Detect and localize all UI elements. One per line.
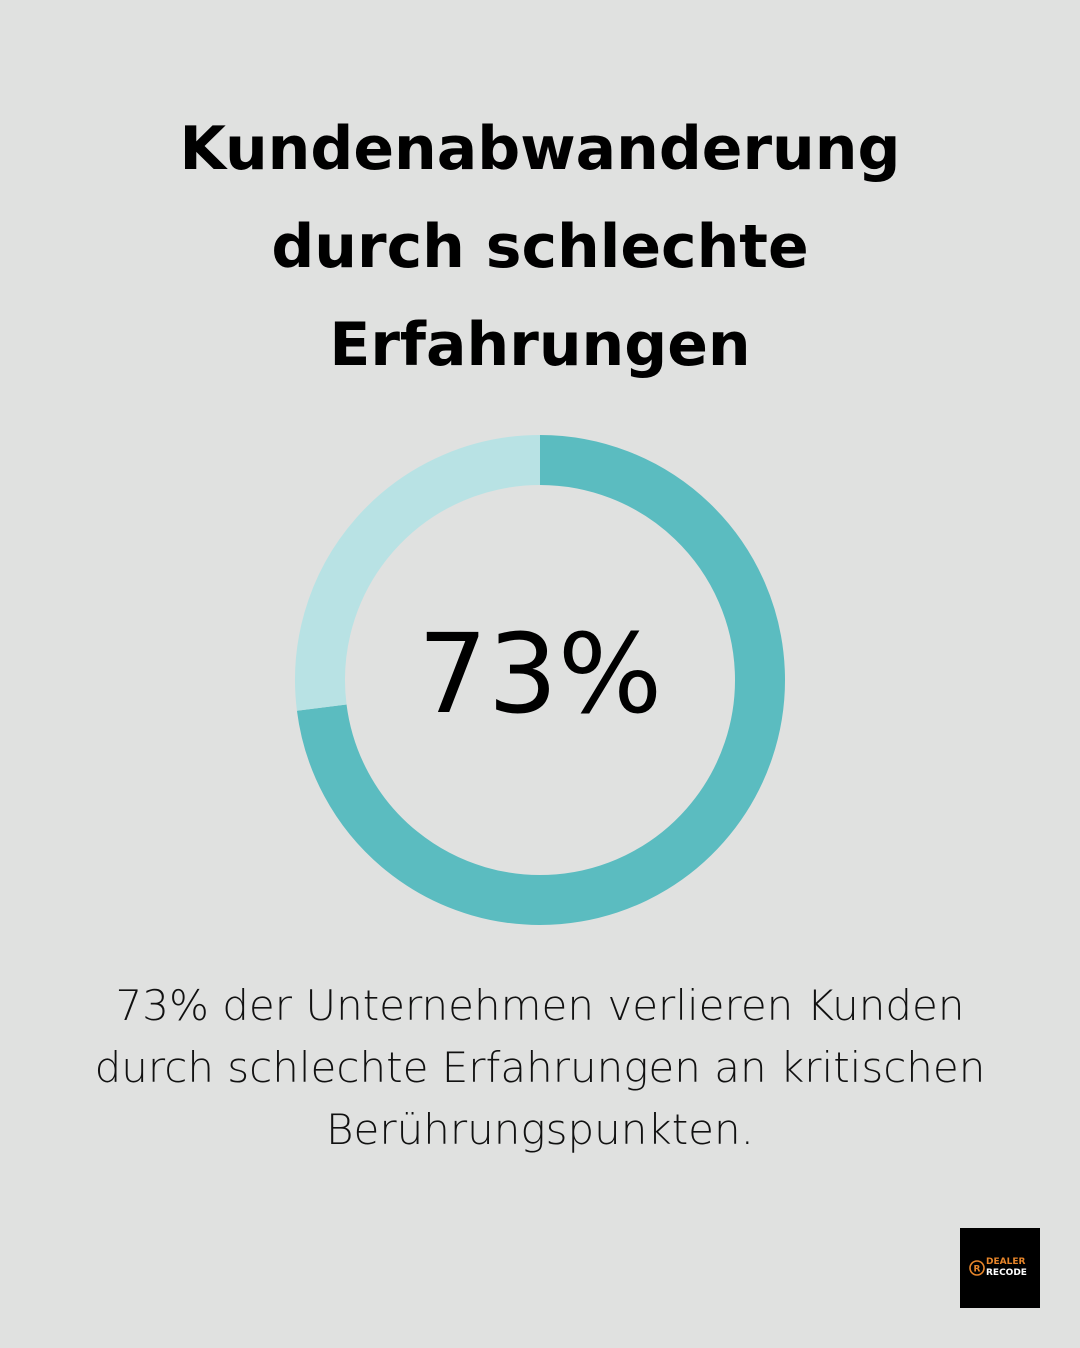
- center-label: 73%: [418, 610, 663, 738]
- donut-segment: [296, 435, 785, 925]
- logo-icon: R: [969, 1260, 985, 1276]
- logo-text: DEALER: [986, 1257, 1026, 1267]
- chart-title: Kundenabwanderung durch schlechte Erfahr…: [179, 114, 901, 380]
- svg-text:R: R: [974, 1265, 981, 1275]
- caption: 73% der Unternehmen verlieren Kunden dur…: [94, 981, 986, 1154]
- logo: R DEALER RECODE: [960, 1228, 1040, 1308]
- logo-text: RECODE: [986, 1268, 1027, 1278]
- donut-segment: [295, 435, 541, 711]
- chart: 73%: [295, 435, 785, 925]
